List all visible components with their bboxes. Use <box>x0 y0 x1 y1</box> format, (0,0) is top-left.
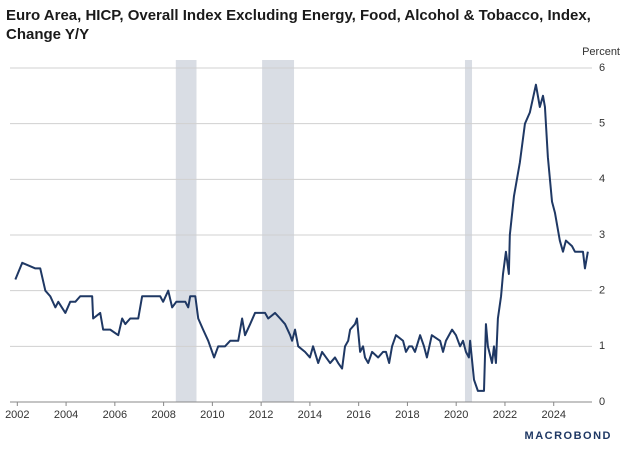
x-tick-label: 2012 <box>249 409 273 421</box>
shaded-period <box>262 60 295 402</box>
y-axis-label: Percent <box>582 46 620 58</box>
y-tick-label: 1 <box>599 340 605 352</box>
y-tick-label: 5 <box>599 118 605 130</box>
x-tick-label: 2004 <box>54 409 78 421</box>
y-tick-label: 4 <box>599 173 605 185</box>
shaded-period <box>175 60 197 402</box>
x-tick-label: 2020 <box>444 409 468 421</box>
y-tick-label: 6 <box>599 62 605 74</box>
x-tick-label: 2002 <box>5 409 29 421</box>
chart-title: Euro Area, HICP, Overall Index Excluding… <box>6 7 591 43</box>
data-line <box>14 83 589 392</box>
logo: MACROBOND <box>525 430 612 442</box>
x-tick-label: 2022 <box>493 409 517 421</box>
x-tick-label: 2008 <box>151 409 175 421</box>
y-tick-label: 2 <box>599 285 605 297</box>
x-tick-label: 2024 <box>541 409 565 421</box>
x-tick-label: 2016 <box>346 409 370 421</box>
x-tick-label: 2018 <box>395 409 419 421</box>
y-tick-label: 3 <box>599 229 605 241</box>
x-tick-label: 2014 <box>298 409 322 421</box>
x-tick-label: 2006 <box>103 409 127 421</box>
y-tick-label: 0 <box>599 396 605 408</box>
x-tick-label: 2010 <box>200 409 224 421</box>
shaded-period <box>464 60 473 402</box>
